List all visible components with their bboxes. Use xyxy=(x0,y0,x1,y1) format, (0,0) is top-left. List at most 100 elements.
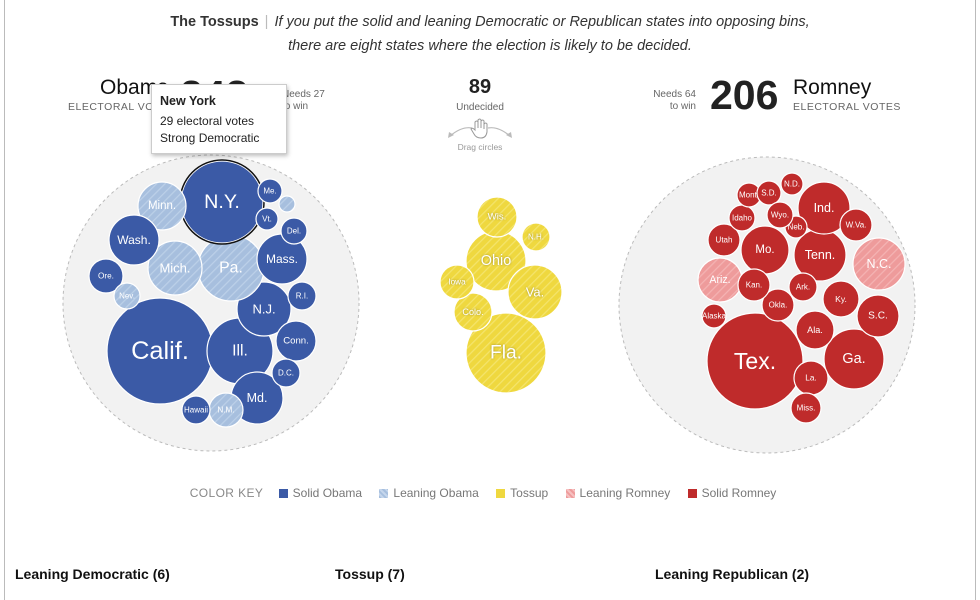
state-bubble-la[interactable]: La. xyxy=(793,360,829,396)
state-circle[interactable] xyxy=(797,181,851,235)
state-circle[interactable] xyxy=(236,281,292,337)
state-bubble-calif[interactable]: Calif. xyxy=(106,297,214,405)
state-bubble-mich[interactable]: Mich. xyxy=(147,240,203,296)
state-circle[interactable] xyxy=(255,207,279,231)
state-bubble-va[interactable]: Va. xyxy=(507,264,563,320)
obama-needs: Needs 27 to win xyxy=(282,89,325,113)
state-bubble-fla[interactable]: Fla. xyxy=(465,312,547,394)
state-circle[interactable] xyxy=(766,201,794,229)
state-bubble-okla[interactable]: Okla. xyxy=(761,288,795,322)
state-bubble-s-d[interactable]: S.D. xyxy=(756,180,782,206)
state-bubble-conn[interactable]: Conn. xyxy=(275,320,317,362)
state-circle[interactable] xyxy=(852,237,906,291)
state-circle[interactable] xyxy=(439,264,475,300)
state-circle[interactable] xyxy=(507,264,563,320)
state-bubble-alaska[interactable]: Alaska xyxy=(701,303,727,329)
state-circle[interactable] xyxy=(287,281,317,311)
state-bubble-ind[interactable]: Ind. xyxy=(797,181,851,235)
state-bubble-idaho[interactable]: Idaho xyxy=(728,204,756,232)
state-bubble-state[interactable] xyxy=(278,195,296,213)
state-bubble-d-c[interactable]: D.C. xyxy=(271,358,301,388)
state-bubble-miss[interactable]: Miss. xyxy=(790,392,822,424)
state-circle[interactable] xyxy=(790,392,822,424)
color-key: COLOR KEY Solid Obama Leaning Obama Toss… xyxy=(0,486,980,500)
state-label: Ark. xyxy=(796,283,810,292)
state-bubble-kan[interactable]: Kan. xyxy=(737,268,771,302)
state-bubble-vt[interactable]: Vt. xyxy=(255,207,279,231)
state-circle[interactable] xyxy=(701,303,727,329)
state-bubble-ky[interactable]: Ky. xyxy=(822,280,860,318)
state-label: Del. xyxy=(287,227,301,236)
state-circle[interactable] xyxy=(737,268,771,302)
state-bubble-wash[interactable]: Wash. xyxy=(108,214,160,266)
state-bubble-mass[interactable]: Mass. xyxy=(256,233,308,285)
intro-divider: | xyxy=(264,14,269,30)
state-label: Conn. xyxy=(283,336,309,347)
state-bubble-ark[interactable]: Ark. xyxy=(788,272,818,302)
state-circle[interactable] xyxy=(147,240,203,296)
state-circle[interactable] xyxy=(707,223,741,257)
state-bubble-utah[interactable]: Utah xyxy=(707,223,741,257)
state-bubble-md[interactable]: Md. xyxy=(230,371,284,425)
state-bubble-me[interactable]: Me. xyxy=(257,178,283,204)
state-bubble-r-i[interactable]: R.I. xyxy=(287,281,317,311)
state-circle[interactable] xyxy=(761,288,795,322)
state-circle[interactable] xyxy=(278,195,296,213)
state-tooltip: New York 29 electoral votes Strong Democ… xyxy=(151,84,287,154)
state-circle[interactable] xyxy=(113,282,141,310)
state-bubble-n-d[interactable]: N.D. xyxy=(780,172,804,196)
state-bubble-ore[interactable]: Ore. xyxy=(88,258,124,294)
state-bubble-n-h[interactable]: N.H. xyxy=(521,222,551,252)
state-circle[interactable] xyxy=(465,312,547,394)
state-bubble-ga[interactable]: Ga. xyxy=(823,328,885,390)
state-circle[interactable] xyxy=(88,258,124,294)
state-circle[interactable] xyxy=(822,280,860,318)
state-bubble-minn[interactable]: Minn. xyxy=(137,181,187,231)
state-circle[interactable] xyxy=(823,328,885,390)
state-bubble-n-j[interactable]: N.J. xyxy=(236,281,292,337)
state-circle[interactable] xyxy=(453,292,493,332)
state-circle[interactable] xyxy=(788,272,818,302)
state-bubble-colo[interactable]: Colo. xyxy=(453,292,493,332)
state-circle[interactable] xyxy=(795,310,835,350)
state-bubble-iowa[interactable]: Iowa xyxy=(439,264,475,300)
state-bubble-ariz[interactable]: Ariz. xyxy=(697,257,743,303)
state-circle[interactable] xyxy=(280,217,308,245)
state-label: Vt. xyxy=(262,215,272,224)
state-label: Va. xyxy=(526,285,545,300)
state-circle[interactable] xyxy=(839,208,873,242)
state-bubble-n-c[interactable]: N.C. xyxy=(852,237,906,291)
state-circle[interactable] xyxy=(275,320,317,362)
state-circle[interactable] xyxy=(137,181,187,231)
obama-needs-line2: to win xyxy=(282,101,309,112)
state-circle[interactable] xyxy=(108,214,160,266)
tossup-heading: Tossup (7) xyxy=(335,566,405,582)
state-label: Okla. xyxy=(769,301,788,310)
state-bubble-ohio[interactable]: Ohio xyxy=(465,230,527,292)
intro-label: The Tossups xyxy=(170,14,259,30)
state-bubble-tex[interactable]: Tex. xyxy=(706,312,804,410)
state-circle[interactable] xyxy=(257,178,283,204)
state-circle[interactable] xyxy=(271,358,301,388)
state-label: Hawaii xyxy=(184,406,208,415)
state-bubble-ala[interactable]: Ala. xyxy=(795,310,835,350)
state-bubble-nev[interactable]: Nev. xyxy=(113,282,141,310)
state-bubble-wis[interactable]: Wis. xyxy=(476,196,518,238)
state-bubble-pa[interactable]: Pa. xyxy=(197,234,265,302)
state-bubble-del[interactable]: Del. xyxy=(280,217,308,245)
state-bubble-s-c[interactable]: S.C. xyxy=(856,294,900,338)
state-bubble-mo[interactable]: Mo. xyxy=(740,225,790,275)
state-circle[interactable] xyxy=(521,222,551,252)
state-bubble-n-y[interactable]: N.Y. xyxy=(179,159,265,245)
state-bubble-hawaii[interactable]: Hawaii xyxy=(181,395,211,425)
state-bubble-w-va[interactable]: W.Va. xyxy=(839,208,873,242)
state-circle[interactable] xyxy=(181,395,211,425)
state-bubble-n-m[interactable]: N.M. xyxy=(208,392,244,428)
state-circle[interactable] xyxy=(706,312,804,410)
state-bubble-wyo[interactable]: Wyo. xyxy=(766,201,794,229)
state-circle[interactable] xyxy=(476,196,518,238)
state-circle[interactable] xyxy=(780,172,804,196)
tooltip-rating: Strong Democratic xyxy=(160,131,260,145)
state-circle[interactable] xyxy=(756,180,782,206)
state-circle[interactable] xyxy=(856,294,900,338)
